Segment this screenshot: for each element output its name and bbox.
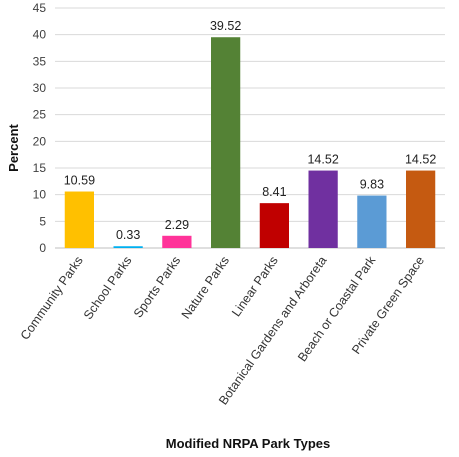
data-label: 0.33 (116, 228, 140, 242)
bar (259, 203, 289, 248)
bar (64, 191, 94, 248)
y-tick-label: 15 (33, 161, 47, 175)
y-axis-title: Percent (6, 123, 21, 171)
data-label: 8.41 (262, 185, 286, 199)
bar (113, 246, 143, 248)
bar (308, 170, 338, 248)
bar (357, 195, 387, 248)
data-label: 14.52 (307, 153, 338, 167)
x-axis-title: Modified NRPA Park Types (166, 436, 330, 451)
y-tick-label: 45 (33, 1, 47, 15)
data-label: 2.29 (165, 218, 189, 232)
y-tick-label: 40 (33, 28, 47, 42)
y-tick-label: 35 (33, 54, 47, 68)
data-label: 10.59 (64, 174, 95, 188)
category-label: Sports Parks (131, 254, 184, 321)
bars (64, 37, 436, 248)
data-labels: 10.59 0.33 2.29 39.52 8.41 14.52 9.83 14.52 (64, 19, 437, 242)
y-tick-label: 25 (33, 108, 47, 122)
bar (406, 170, 436, 248)
gridlines (55, 7, 445, 222)
category-label: Community Parks (18, 254, 86, 343)
category-label: Linear Parks (229, 254, 281, 320)
bar (162, 235, 192, 248)
y-tick-label: 5 (39, 214, 46, 228)
data-label: 9.83 (360, 178, 384, 192)
y-tick-label: 20 (33, 134, 47, 148)
category-label: School Parks (81, 254, 135, 322)
y-tick-label: 0 (39, 241, 46, 255)
data-label: 39.52 (210, 19, 241, 33)
category-label: Nature Parks (179, 254, 232, 322)
y-axis-ticks: 0 5 10 15 20 25 30 35 40 45 (33, 1, 47, 255)
y-tick-label: 30 (33, 81, 47, 95)
y-tick-label: 10 (33, 188, 47, 202)
data-label: 14.52 (405, 153, 436, 167)
bar (211, 37, 241, 248)
